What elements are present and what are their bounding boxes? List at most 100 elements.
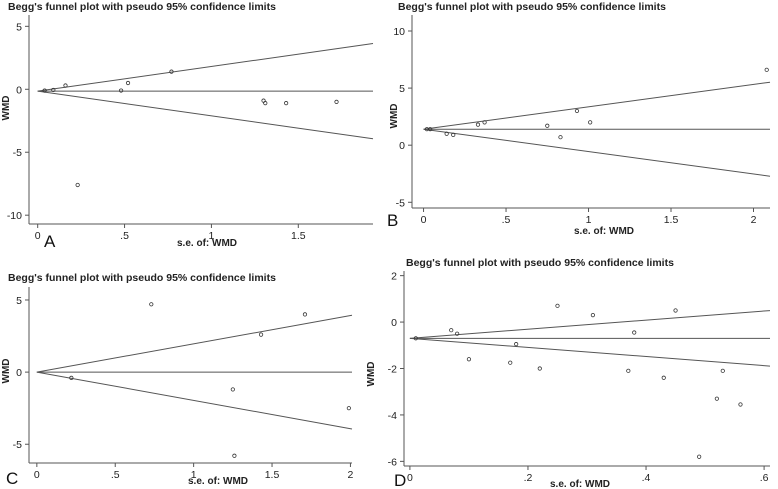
panel-b-study-point	[428, 127, 433, 132]
panel-a-x-tick-label: 0	[35, 230, 41, 242]
panel-d-study-point	[590, 313, 596, 318]
panel-c-study-point	[232, 453, 237, 458]
panel-d-lower-ci-line	[409, 337, 771, 367]
panel-a-study-point	[125, 80, 131, 86]
panel-b-study-point	[588, 120, 593, 125]
panel-d-y-tick-label: 2	[391, 271, 397, 283]
panel-d-y-tick-label: -2	[388, 364, 397, 376]
panel-c-study-point	[258, 332, 264, 337]
panel-a-study-point	[284, 101, 289, 106]
panel-c-upper-ci-line	[36, 314, 353, 373]
panel-a-study-point	[169, 69, 174, 74]
panel-d-study-point	[697, 454, 702, 459]
panel-d-title: Begg's funnel plot with pseudo 95% confi…	[406, 257, 674, 269]
panel-d-y-tick-label: -4	[388, 410, 397, 422]
panel-d-x-tick-label: 0	[407, 472, 413, 484]
panel-d-study-point	[626, 368, 631, 373]
panel-d-study-point	[673, 308, 678, 313]
panel-b-study-point	[451, 132, 456, 138]
panel-a-lower-ci-line	[37, 90, 374, 140]
panel-c-xlabel: s.e. of: WMD	[188, 476, 248, 487]
panel-c-letter: C	[6, 469, 18, 488]
panel-c-x-tick-label: 1	[191, 469, 197, 481]
panel-b-x-tick-label: 2	[751, 214, 757, 226]
panel-b-x-tick-label: 0	[421, 214, 427, 226]
panel-d-study-point	[537, 366, 542, 371]
panel-c-study-point	[230, 387, 235, 392]
panel-a-y-tick-label: 5	[16, 21, 22, 33]
panel-c: Begg's funnel plot with pseudo 95% confi…	[1, 272, 354, 488]
panel-d-study-point	[514, 342, 519, 347]
panel-a-y-tick-label: 0	[16, 84, 22, 96]
panel-c-lower-ci-line	[36, 371, 353, 430]
panel-d-study-point	[508, 360, 513, 365]
panel-a-title: Begg's funnel plot with pseudo 95% confi…	[8, 1, 276, 13]
panel-d-study-point	[455, 331, 460, 336]
panel-b-study-point	[545, 123, 550, 128]
panel-a-study-point	[63, 83, 68, 88]
panel-a-study-point	[118, 88, 124, 93]
panel-a: Begg's funnel plot with pseudo 95% confi…	[1, 1, 374, 251]
panel-d-study-point	[632, 330, 637, 335]
panel-a-x-tick-label: .5	[120, 230, 129, 242]
panel-d-study-point	[720, 368, 725, 373]
panel-b-study-point	[558, 135, 563, 140]
panel-c-y-tick-label: 5	[16, 295, 22, 307]
panel-b-y-tick-label: 10	[393, 26, 405, 38]
panel-b-y-tick-label: 5	[399, 83, 405, 95]
panel-d-x-tick-label: .6	[760, 472, 769, 484]
panel-c-study-point	[149, 302, 154, 307]
panel-d-x-tick-label: .2	[524, 472, 533, 484]
panel-a-y-tick-label: -5	[13, 147, 22, 159]
panel-b-study-point	[574, 108, 580, 114]
panel-b-y-tick-label: -5	[396, 197, 405, 209]
panel-a-study-point	[51, 87, 56, 93]
panel-b-letter: B	[387, 211, 398, 230]
panel-a-y-tick-label: -10	[7, 210, 22, 222]
panel-c-title: Begg's funnel plot with pseudo 95% confi…	[8, 272, 276, 284]
panel-d-study-point	[466, 357, 472, 362]
panel-b-study-point	[764, 67, 769, 72]
panel-b-study-point	[444, 131, 449, 136]
panel-b-xlabel: s.e. of: WMD	[574, 226, 634, 237]
panel-b-upper-ci-line	[423, 81, 771, 130]
panel-c-study-point	[69, 375, 74, 380]
panel-d-y-tick-label: 0	[391, 317, 397, 329]
panel-d-study-point	[413, 336, 418, 341]
panel-c-x-tick-label: 1.5	[265, 469, 280, 481]
panel-d-xlabel: s.e. of: WMD	[550, 479, 610, 489]
panel-d-study-point	[714, 396, 719, 401]
panel-b-x-tick-label: 1.5	[664, 214, 679, 226]
panel-a-study-point	[263, 101, 268, 106]
panel-a-x-tick-label: 1	[209, 230, 215, 242]
panel-b-title: Begg's funnel plot with pseudo 95% confi…	[398, 1, 666, 13]
panel-c-x-tick-label: .5	[111, 469, 120, 481]
panel-b-y-tick-label: 0	[399, 140, 405, 152]
panel-a-study-point	[75, 182, 80, 188]
panel-d-study-point	[661, 375, 666, 380]
panel-b-ylabel: WMD	[389, 104, 400, 129]
panel-d-x-tick-label: .4	[642, 472, 651, 484]
panel-d-study-point	[738, 402, 743, 407]
panel-a-ylabel: WMD	[1, 96, 12, 121]
panel-b-x-tick-label: 1	[586, 214, 592, 226]
panel-c-x-tick-label: 0	[34, 469, 40, 481]
panel-a-xlabel: s.e. of: WMD	[177, 238, 237, 249]
panel-c-study-point	[346, 406, 351, 411]
panel-c-y-tick-label: -5	[13, 439, 22, 451]
panel-b-study-point	[475, 122, 481, 127]
panel-d: Begg's funnel plot with pseudo 95% confi…	[366, 257, 771, 489]
panel-a-x-tick-label: 1.5	[291, 230, 306, 242]
panel-a-upper-ci-line	[37, 43, 374, 92]
panel-a-study-point	[334, 99, 339, 104]
panel-d-letter: D	[394, 471, 406, 489]
panel-c-x-tick-label: 2	[348, 469, 354, 481]
panel-d-study-point	[555, 303, 560, 308]
panel-d-upper-ci-line	[409, 310, 771, 339]
panel-b-x-tick-label: .5	[502, 214, 511, 226]
panel-a-letter: A	[44, 232, 56, 251]
panel-d-ylabel: WMD	[366, 362, 377, 387]
panel-d-y-tick-label: -6	[388, 456, 397, 468]
panel-b-study-point	[482, 120, 487, 125]
